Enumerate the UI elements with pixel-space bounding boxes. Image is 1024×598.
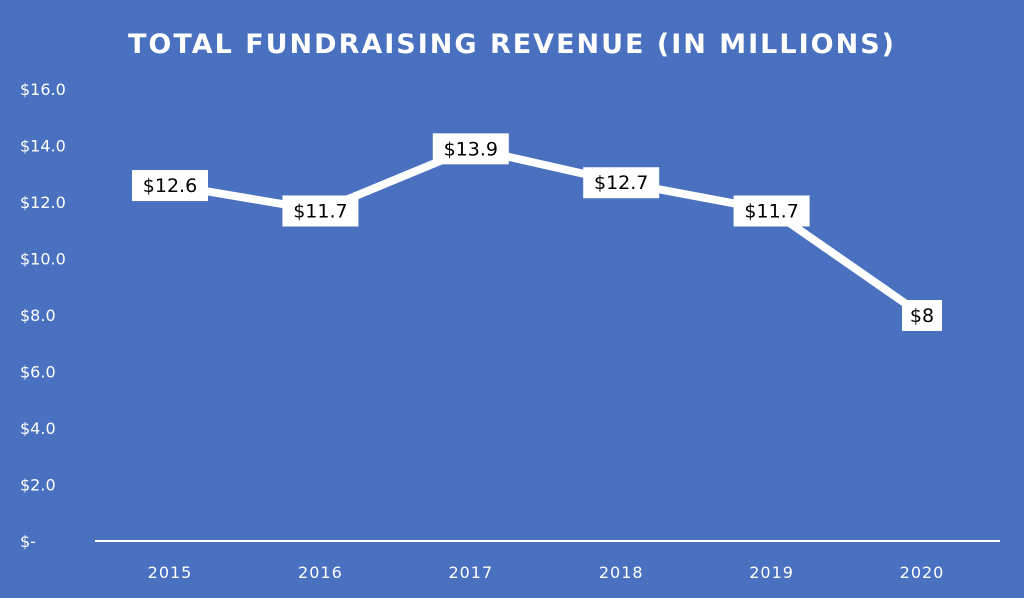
y-tick-label: $14.0: [20, 137, 66, 156]
data-point: $12.6: [132, 170, 208, 202]
data-point: $11.7: [282, 195, 359, 227]
data-label: $12.6: [143, 175, 197, 197]
data-label-box: [432, 133, 509, 165]
x-tick-label: 2017: [448, 563, 493, 582]
series-line: [169, 144, 925, 319]
x-tick-label: 2020: [900, 563, 945, 582]
data-label: $11.7: [744, 200, 798, 222]
y-tick-label: $6.0: [20, 363, 56, 382]
data-point: $11.7: [733, 195, 810, 227]
data-label-box: [733, 195, 810, 227]
data-point: $8: [902, 300, 942, 331]
x-tick-label: 2016: [298, 563, 343, 582]
data-label-box: [583, 167, 660, 199]
chart-title: TOTAL FUNDRAISING REVENUE (IN MILLIONS): [128, 29, 896, 60]
x-tick-label: 2019: [749, 563, 794, 582]
y-tick-label: $4.0: [20, 419, 56, 438]
data-label: $12.7: [594, 172, 648, 194]
x-tick-label: 2015: [148, 563, 193, 582]
data-point: $13.9: [432, 133, 509, 165]
data-point: $12.7: [583, 167, 660, 199]
y-tick-label: $2.0: [20, 476, 56, 495]
y-tick-label: $16.0: [20, 80, 66, 99]
y-tick-label: $-: [20, 532, 36, 551]
data-label: $8: [910, 305, 934, 327]
data-label: $13.9: [444, 138, 498, 160]
x-tick-label: 2018: [599, 563, 644, 582]
data-label-box: [282, 195, 359, 227]
data-label-box: [902, 300, 942, 331]
data-label-box: [132, 170, 208, 202]
y-tick-label: $12.0: [20, 193, 66, 212]
y-tick-label: $8.0: [20, 306, 56, 325]
y-tick-label: $10.0: [20, 250, 66, 269]
data-label: $11.7: [293, 200, 347, 222]
